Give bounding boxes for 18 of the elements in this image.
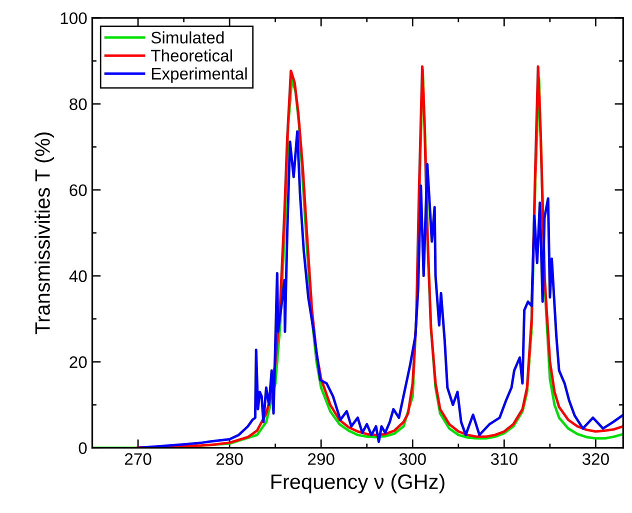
- line-series: [136, 130, 624, 448]
- x-tick-label: 300: [399, 453, 426, 465]
- x-tick-label: 290: [308, 453, 334, 465]
- x-tick-label: 270: [124, 453, 152, 465]
- x-tick-label: 280: [216, 453, 243, 465]
- y-tick-label: 40: [69, 270, 87, 282]
- y-tick-label: 100: [60, 12, 87, 24]
- y-tick-label: 80: [70, 98, 87, 110]
- x-tick-label: 310: [490, 453, 518, 465]
- x-axis-title: Frequency ν (GHz): [271, 474, 444, 494]
- legend-label: Theoretical: [150, 49, 232, 62]
- y-axis-title: Transmissivities T (%): [34, 132, 54, 334]
- x-tick-label: 320: [582, 453, 609, 465]
- legend-label: Experimental: [152, 67, 247, 83]
- y-tick-label: 20: [70, 356, 87, 368]
- legend-label: Simulated: [151, 31, 224, 44]
- y-tick-label: 60: [70, 184, 87, 196]
- y-tick-label: 0: [78, 442, 87, 454]
